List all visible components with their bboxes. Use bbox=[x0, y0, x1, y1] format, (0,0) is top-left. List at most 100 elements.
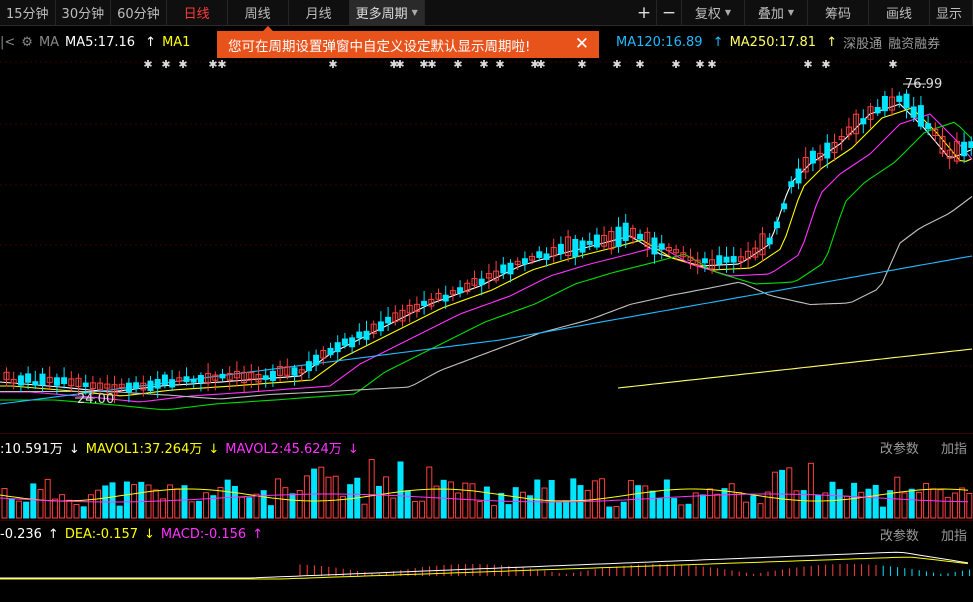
candle-body bbox=[579, 240, 586, 253]
candle-body bbox=[601, 234, 608, 247]
candle-body bbox=[881, 96, 888, 112]
candle-body bbox=[363, 330, 370, 340]
volume-bar bbox=[361, 503, 368, 519]
ma-lines bbox=[0, 103, 973, 411]
period-30min[interactable]: 30分钟 bbox=[56, 0, 112, 25]
volume-bar bbox=[311, 468, 318, 519]
volume-bar bbox=[224, 479, 231, 519]
event-star-icon: ✱ bbox=[217, 58, 226, 71]
volume-bars bbox=[0, 459, 973, 519]
more-periods-dropdown[interactable]: 更多周期 ▼ bbox=[349, 0, 425, 25]
volume-bar bbox=[188, 501, 195, 519]
candle-body bbox=[133, 382, 140, 390]
candlesticks bbox=[3, 87, 973, 404]
chips-button[interactable]: 筹码 bbox=[808, 0, 869, 25]
macd-edit-params[interactable]: 改参数 bbox=[879, 528, 919, 544]
volume-bar bbox=[584, 489, 591, 519]
candle-body bbox=[370, 323, 377, 335]
collapse-icon[interactable]: |< bbox=[0, 34, 16, 50]
zoom-out-button[interactable]: − bbox=[657, 0, 682, 25]
volume-bar bbox=[476, 501, 483, 519]
volume-add-indicator[interactable]: 加指 bbox=[940, 441, 967, 457]
vol-value: :10.591万 ↓ bbox=[0, 441, 80, 457]
overlay-dropdown[interactable]: 叠加 ▼ bbox=[745, 0, 808, 25]
volume-bar bbox=[462, 482, 469, 519]
close-icon[interactable]: ✕ bbox=[574, 34, 589, 54]
more-periods-label: 更多周期 bbox=[355, 7, 408, 22]
candle-body bbox=[536, 251, 543, 258]
volume-bar bbox=[303, 475, 310, 519]
volume-bar bbox=[771, 471, 778, 519]
volume-bar bbox=[239, 496, 246, 519]
volume-edit-params[interactable]: 改参数 bbox=[879, 441, 919, 457]
volume-bar bbox=[246, 497, 253, 519]
candle-body bbox=[385, 316, 392, 324]
volume-bar bbox=[174, 488, 181, 519]
event-star-icon: ✱ bbox=[208, 58, 217, 71]
candle-body bbox=[334, 342, 341, 353]
candle-body bbox=[658, 243, 665, 250]
diff-line bbox=[0, 551, 969, 579]
zoom-in-button[interactable]: + bbox=[632, 0, 657, 25]
draw-line-button[interactable]: 画线 bbox=[869, 0, 930, 25]
volume-bar bbox=[728, 483, 735, 519]
candle-body bbox=[39, 373, 46, 386]
volume-bar bbox=[8, 498, 15, 519]
fuquan-dropdown[interactable]: 复权 ▼ bbox=[682, 0, 745, 25]
period-tip-popup: 您可在周期设置弹窗中自定义设定默认显示周期啦! ✕ bbox=[217, 31, 599, 58]
period-60min[interactable]: 60分钟 bbox=[111, 0, 167, 25]
volume-bar bbox=[541, 487, 548, 519]
margin-link[interactable]: 融资融券 bbox=[888, 36, 941, 52]
event-star-icon: ✱ bbox=[536, 58, 545, 71]
candle-body bbox=[313, 354, 320, 366]
overlay-label: 叠加 bbox=[757, 7, 784, 22]
dea-value: DEA:-0.157 ↓ bbox=[64, 526, 155, 542]
period-15min[interactable]: 15分钟 bbox=[0, 0, 56, 25]
ma-legend: |< ⚙ MA MA5:17.16 ↑ MA1 bbox=[0, 31, 973, 53]
candle-body bbox=[349, 337, 356, 348]
event-star-icon: ✱ bbox=[453, 58, 462, 71]
candle-body bbox=[550, 247, 557, 257]
volume-bar bbox=[620, 501, 627, 519]
northbound-link[interactable]: 深股通 bbox=[843, 36, 883, 52]
candle-body bbox=[910, 106, 917, 118]
candle-body bbox=[161, 374, 168, 386]
volume-bar bbox=[707, 488, 714, 519]
volume-bar bbox=[570, 478, 577, 519]
gear-icon[interactable]: ⚙ bbox=[21, 34, 33, 50]
volume-bar bbox=[786, 467, 793, 519]
period-monthly[interactable]: 月线 bbox=[289, 0, 350, 25]
volume-bar bbox=[80, 506, 87, 519]
volume-bar bbox=[195, 500, 202, 519]
volume-bar bbox=[944, 496, 951, 519]
volume-bar bbox=[851, 482, 858, 519]
macd-histogram bbox=[0, 551, 971, 580]
volume-bar bbox=[116, 505, 123, 519]
candle-body bbox=[46, 376, 53, 384]
event-star-icon: ✱ bbox=[577, 58, 586, 71]
period-weekly[interactable]: 周线 bbox=[228, 0, 289, 25]
volume-bar bbox=[368, 459, 375, 519]
volume-bar bbox=[397, 461, 404, 519]
volume-bar bbox=[455, 492, 462, 519]
ma-label: MA bbox=[38, 34, 60, 50]
candle-body bbox=[68, 378, 75, 387]
volume-bar bbox=[671, 498, 678, 519]
period-daily[interactable]: 日线 bbox=[167, 0, 228, 25]
volume-bar bbox=[685, 503, 692, 519]
macd-add-indicator[interactable]: 加指 bbox=[940, 528, 967, 544]
candle-body bbox=[169, 379, 176, 388]
volume-bar bbox=[159, 498, 166, 519]
volume-bar bbox=[555, 502, 562, 519]
candle-body bbox=[903, 93, 910, 109]
candle-body bbox=[838, 136, 845, 141]
candle-body bbox=[262, 375, 269, 380]
candle-body bbox=[593, 234, 600, 248]
volume-bar bbox=[419, 500, 426, 519]
candle-body bbox=[471, 278, 478, 286]
volume-bar bbox=[447, 481, 454, 519]
volume-bar bbox=[908, 488, 915, 519]
candle-body bbox=[766, 237, 773, 245]
ma30-line bbox=[0, 121, 973, 411]
